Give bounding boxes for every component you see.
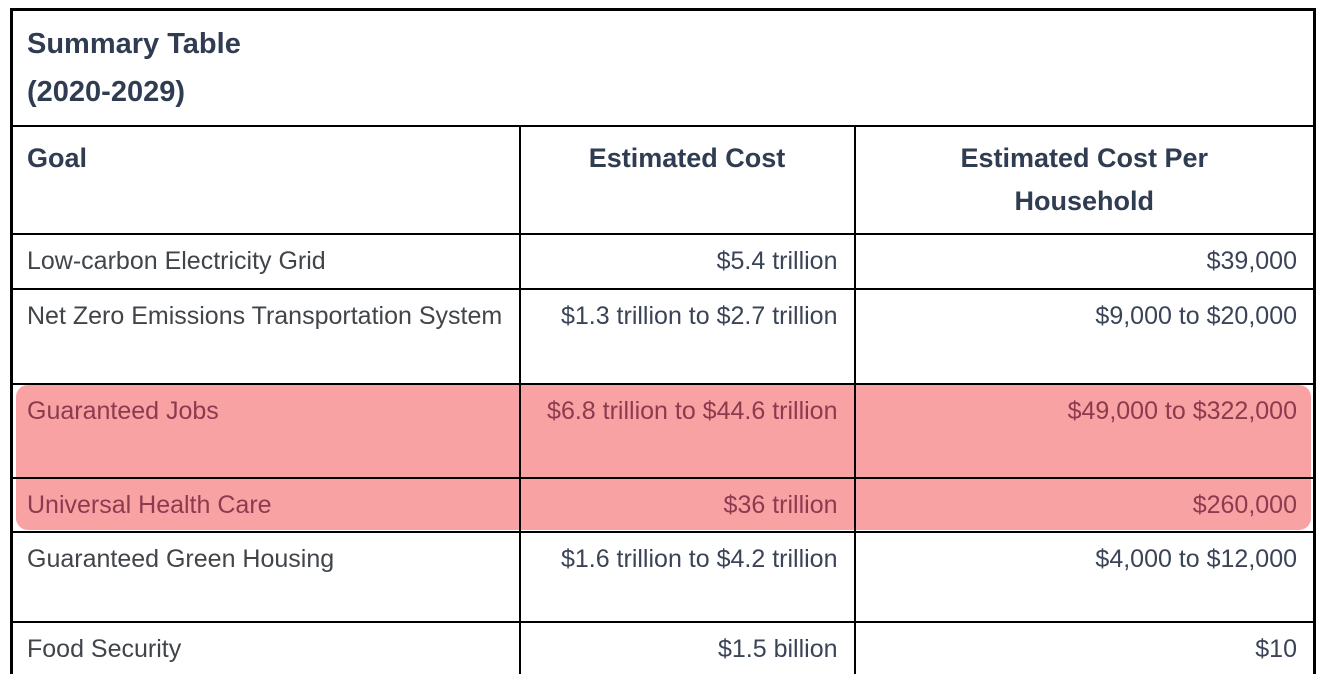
cost-per-household-cell: $39,000 — [853, 233, 1316, 290]
column-header-cost-per-household: Estimated Cost Per Household — [853, 124, 1316, 236]
cost-per-household-cell: $260,000 — [853, 476, 1316, 534]
column-header-estimated-cost: Estimated Cost — [518, 124, 856, 236]
table-title: Summary Table (2020-2029) — [10, 8, 1316, 127]
cost-cell: $6.8 trillion to $44.6 trillion — [518, 382, 856, 479]
table-row: Low-carbon Electricity Grid $5.4 trillio… — [10, 233, 1316, 290]
table-row: Net Zero Emissions Transportation System… — [10, 287, 1316, 385]
goal-cell: Low-carbon Electricity Grid — [10, 233, 521, 290]
goal-cell: Guaranteed Jobs — [10, 382, 521, 479]
column-header-cost-per-household-label: Estimated Cost Per Household — [960, 142, 1209, 216]
table-row: Food Security $1.5 billion $10 — [10, 621, 1316, 674]
goal-cell: Universal Health Care — [10, 476, 521, 534]
cost-cell: $1.5 billion — [518, 621, 856, 674]
table-title-row: Summary Table (2020-2029) — [10, 8, 1316, 127]
table-row: Universal Health Care $36 trillion $260,… — [10, 476, 1316, 534]
cost-per-household-cell: $49,000 to $322,000 — [853, 382, 1316, 479]
cost-per-household-cell: $10 — [853, 621, 1316, 674]
table-title-line1: Summary Table — [27, 28, 241, 60]
goal-cell: Net Zero Emissions Transportation System — [10, 287, 521, 385]
goal-cell: Food Security — [10, 621, 521, 674]
cost-cell: $1.3 trillion to $2.7 trillion — [518, 287, 856, 385]
cost-per-household-cell: $9,000 to $20,000 — [853, 287, 1316, 385]
column-header-goal: Goal — [10, 124, 521, 236]
cost-cell: $5.4 trillion — [518, 233, 856, 290]
summary-table: Summary Table (2020-2029) Goal Estimated… — [10, 8, 1316, 674]
table-row: Guaranteed Jobs $6.8 trillion to $44.6 t… — [10, 382, 1316, 479]
cost-cell: $36 trillion — [518, 476, 856, 534]
cost-cell: $1.6 trillion to $4.2 trillion — [518, 531, 856, 624]
cost-per-household-cell: $4,000 to $12,000 — [853, 531, 1316, 624]
table-title-line2: (2020-2029) — [27, 75, 185, 108]
table-header-row: Goal Estimated Cost Estimated Cost Per H… — [10, 124, 1316, 236]
table-container: Summary Table (2020-2029) Goal Estimated… — [10, 8, 1316, 674]
table-row: Guaranteed Green Housing $1.6 trillion t… — [10, 531, 1316, 624]
goal-cell: Guaranteed Green Housing — [10, 531, 521, 624]
